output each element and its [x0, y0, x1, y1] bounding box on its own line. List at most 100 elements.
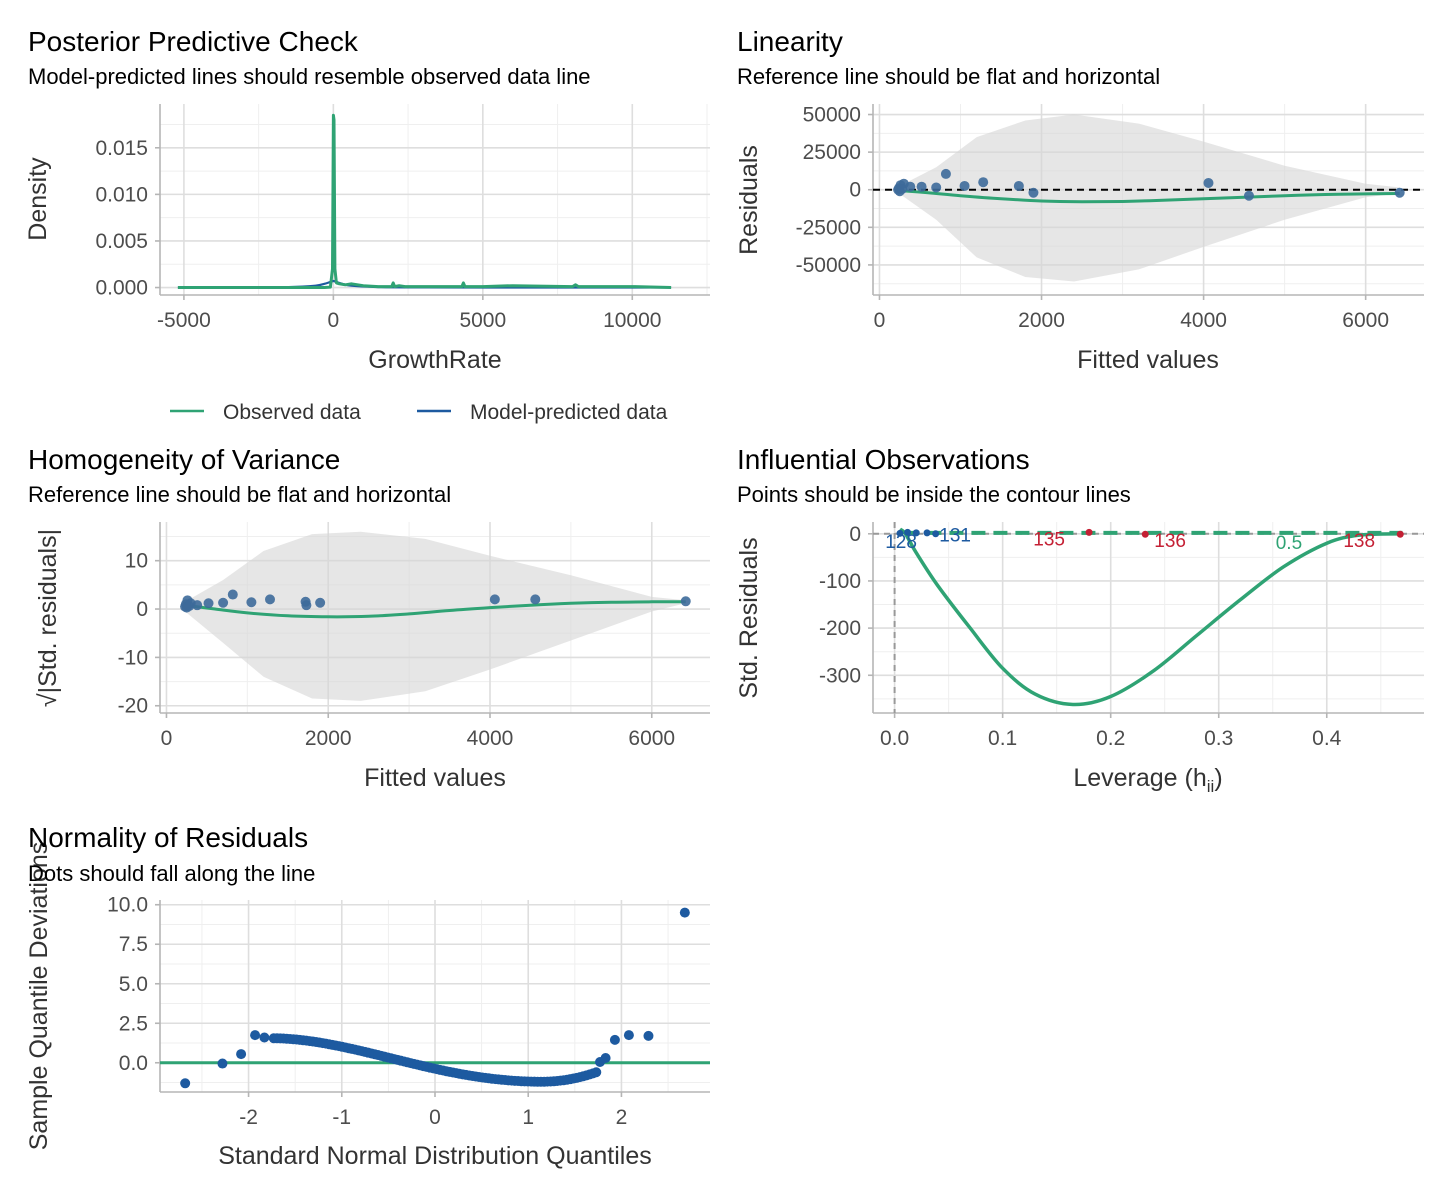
x-tick-label: 4000: [467, 727, 514, 750]
linearity-x-label: Fitted values: [1077, 346, 1219, 374]
x-tick-label: 0: [874, 309, 886, 332]
x-tick-label: 6000: [1342, 309, 1389, 332]
y-tick-label: 0.015: [95, 137, 148, 160]
influential-subtitle: Points should be inside the contour line…: [737, 482, 1131, 507]
y-tick-label: 0: [849, 179, 861, 202]
linearity-subtitle: Reference line should be flat and horizo…: [737, 64, 1160, 89]
data-point: [912, 529, 920, 537]
linearity-y-label: Residuals: [735, 145, 763, 255]
y-tick-label: 0: [136, 598, 148, 621]
point-label: 128: [885, 532, 917, 553]
panel-homogeneity: Homogeneity of Variance Reference line s…: [28, 444, 710, 792]
x-tick-label: 0.0: [880, 727, 909, 750]
x-tick-label: 2: [616, 1106, 628, 1129]
data-point: [932, 530, 940, 538]
data-point: [218, 597, 229, 608]
normality-plot-area: -2 -1 0 1 2 0.0 2.5 5.0 7.5 10.0: [107, 894, 710, 1129]
homogeneity-x-label: Fitted values: [364, 764, 506, 792]
point-label: 135: [1033, 530, 1065, 551]
ppc-title: Posterior Predictive Check: [28, 26, 359, 57]
data-point: [203, 598, 214, 609]
data-point: [489, 594, 500, 605]
linearity-plot-area: 0 2000 4000 6000 -50000 -25000 0 25000 50000: [796, 104, 1424, 332]
data-point: [236, 1049, 247, 1060]
data-point: [600, 1053, 611, 1064]
y-tick-label: 0.010: [95, 183, 148, 206]
x-tick-label: 0: [328, 309, 340, 332]
y-tick-label: 25000: [803, 141, 861, 164]
confidence-band: [185, 531, 686, 701]
data-point: [301, 600, 312, 611]
x-tick-label: 0.4: [1312, 727, 1342, 750]
y-tick-label: 0.0: [119, 1052, 148, 1075]
y-tick-label: 2.5: [119, 1012, 148, 1035]
data-point: [180, 1078, 191, 1089]
x-tick-label: 0.2: [1096, 727, 1125, 750]
data-point: [905, 181, 916, 192]
y-tick-label: -10: [118, 646, 148, 669]
influential-y-label: Std. Residuals: [735, 537, 763, 698]
panel-influential: Influential Observations Points should b…: [735, 444, 1424, 796]
homogeneity-title: Homogeneity of Variance: [28, 444, 340, 475]
data-point: [227, 589, 238, 600]
legend-label-predicted: Model-predicted data: [470, 401, 668, 424]
x-tick-label: -1: [332, 1106, 351, 1129]
y-tick-label: 0.005: [95, 230, 148, 253]
x-tick-label: 5000: [459, 309, 506, 332]
y-tick-label: -20: [118, 695, 148, 718]
ppc-plot-area: -5000 0 5000 10000 0.000 0.005 0.010 0.015: [95, 104, 710, 332]
y-tick-label: 0: [849, 523, 861, 546]
point-label: 138: [1343, 531, 1375, 552]
data-point: [923, 529, 931, 537]
x-tick-label: 0: [161, 727, 173, 750]
legend-label-observed: Observed data: [223, 401, 361, 424]
data-point: [1243, 190, 1254, 201]
data-point: [1203, 177, 1214, 188]
influential-title: Influential Observations: [737, 444, 1030, 475]
data-point: [192, 600, 203, 611]
data-point: [931, 182, 942, 193]
y-tick-label: 10.0: [107, 894, 148, 917]
x-tick-label: 4000: [1180, 309, 1227, 332]
data-point: [623, 1030, 634, 1041]
x-tick-label: 0.1: [988, 727, 1017, 750]
y-tick-label: 10: [125, 550, 148, 573]
panel-ppc: Posterior Predictive Check Model-predict…: [24, 26, 710, 424]
data-point: [217, 1058, 228, 1069]
homogeneity-y-label: √|Std. residuals|: [34, 529, 62, 707]
data-point: [591, 1067, 602, 1078]
y-tick-label: 7.5: [119, 933, 148, 956]
x-tick-label: 10000: [603, 309, 661, 332]
data-point: [1396, 530, 1404, 538]
y-tick-label: -300: [819, 664, 861, 687]
data-point: [259, 1032, 270, 1043]
ppc-legend: Observed data Model-predicted data: [170, 401, 668, 424]
normality-subtitle: Dots should fall along the line: [28, 861, 315, 886]
data-point: [679, 907, 690, 918]
normality-title: Normality of Residuals: [28, 822, 308, 853]
data-point: [959, 180, 970, 191]
data-point: [1141, 530, 1149, 538]
ppc-subtitle: Model-predicted lines should resemble ob…: [28, 64, 591, 89]
data-point: [246, 597, 257, 608]
x-tick-label: -5000: [157, 309, 211, 332]
y-tick-label: -50000: [796, 254, 861, 277]
data-point: [643, 1030, 654, 1041]
data-point: [1394, 187, 1405, 198]
data-point: [978, 177, 989, 188]
x-tick-label: 2000: [1018, 309, 1065, 332]
x-tick-label: 2000: [305, 727, 352, 750]
x-tick-label: 6000: [628, 727, 675, 750]
smooth-line: [897, 189, 1400, 204]
influential-x-label: Leverage (hii): [1073, 764, 1222, 796]
data-point: [916, 181, 927, 192]
point-label: 131: [939, 525, 971, 546]
data-point: [265, 594, 275, 605]
panel-normality: Sample Quantile Deviations Normality of …: [25, 822, 710, 1170]
y-tick-label: 0.000: [95, 277, 148, 300]
influential-plot-area: 0.0 0.1 0.2 0.3 0.4 -300 -200 -100 0 128 131 135 136…: [819, 522, 1424, 750]
linearity-title: Linearity: [737, 26, 843, 57]
normality-y-label: Sample Quantile Deviations: [25, 842, 53, 1151]
data-point: [940, 168, 951, 179]
